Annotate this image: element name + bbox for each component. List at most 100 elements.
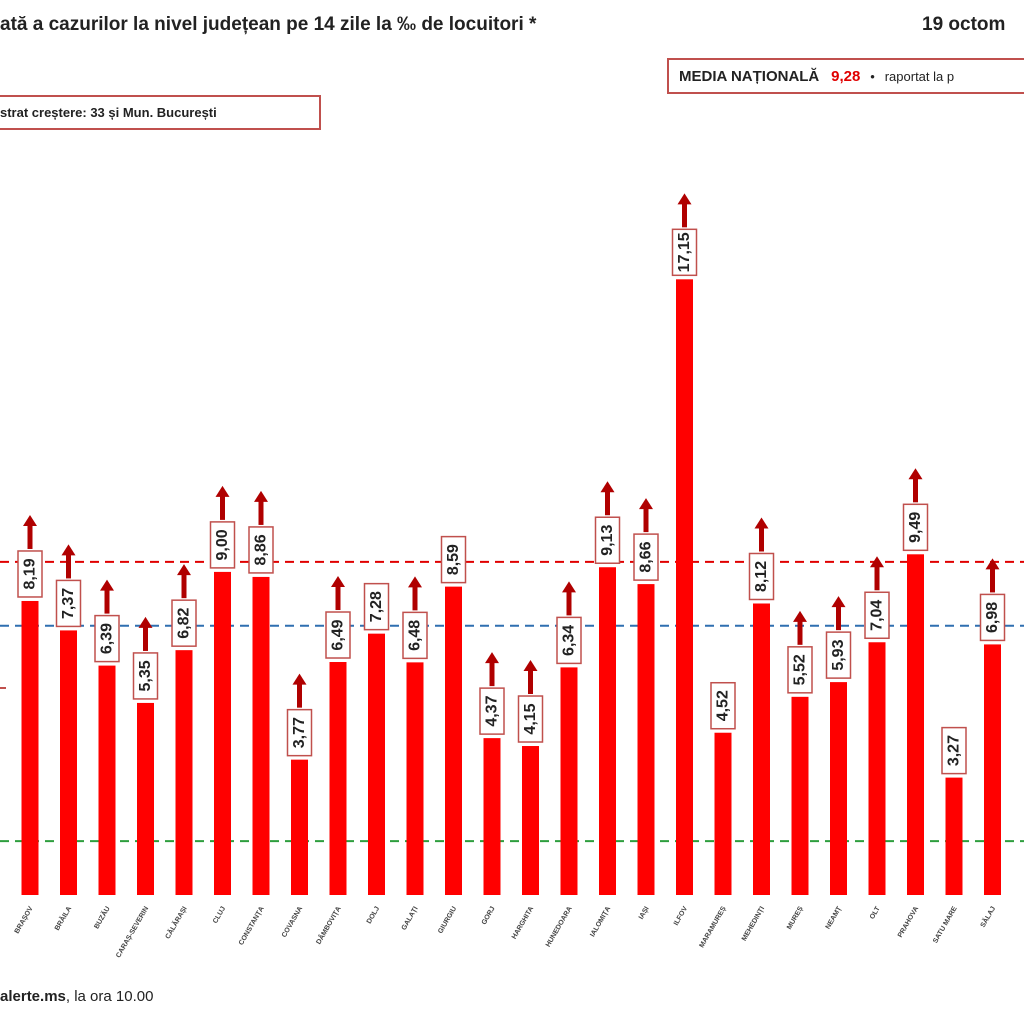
value-label-box xyxy=(402,611,428,660)
bars xyxy=(21,279,1001,895)
value-label-box xyxy=(440,535,467,584)
value-label-box xyxy=(479,687,505,735)
bar xyxy=(252,576,270,895)
value-label: 8,59 xyxy=(445,544,462,575)
category-label: BUZĂU xyxy=(92,905,112,931)
bar xyxy=(676,279,693,895)
value-label: 9,13 xyxy=(599,525,616,556)
trend-arrow-shaft xyxy=(913,478,918,503)
value-label-box xyxy=(825,631,852,679)
trend-arrow-shaft xyxy=(990,568,995,593)
category-label: DOLJ xyxy=(366,905,381,925)
category-label: HUNEDOARA xyxy=(545,906,574,949)
trend-arrow-head xyxy=(562,581,576,593)
trend-arrow-shaft xyxy=(489,662,495,687)
trend-arrow-head xyxy=(600,481,615,493)
value-label: 5,35 xyxy=(137,660,154,691)
value-label-box xyxy=(787,646,813,694)
trend-arrow-head xyxy=(254,490,268,502)
growth-trend-text: strat creștere: 33 și Mun. București xyxy=(0,105,217,120)
category-label: SATU MARE xyxy=(932,905,959,944)
trend-arrow-shaft xyxy=(759,527,764,552)
trend-arrow-head xyxy=(331,576,345,588)
value-label-box xyxy=(248,526,274,574)
category-label: MARAMUREȘ xyxy=(699,905,728,949)
value-label: 9,49 xyxy=(907,512,924,543)
value-label-box xyxy=(556,616,582,665)
national-average-label: MEDIA NAȚIONALĂ xyxy=(679,68,820,85)
category-label: PRAHOVA xyxy=(897,906,920,939)
growth-trend-box: strat creștere: 33 și Mun. București xyxy=(0,95,321,130)
value-label: 8,86 xyxy=(253,534,270,565)
value-labels: 8,19 7,37 6,39 5,35 6,82 9,00 8,86 3,77 6,49 7,28… xyxy=(17,193,1006,775)
value-label: 6,34 xyxy=(561,625,578,656)
bar xyxy=(445,586,462,895)
value-label: 6,49 xyxy=(330,619,347,650)
trend-arrow-head xyxy=(639,498,653,510)
category-label: GIURGIU xyxy=(437,906,458,935)
value-label: 6,98 xyxy=(984,602,1001,633)
trend-arrow-head xyxy=(408,576,422,588)
category-label: NEAMȚ xyxy=(825,905,844,931)
source-site: alerte.ms xyxy=(0,988,66,1005)
category-label: CLUJ xyxy=(212,905,227,924)
trend-arrow-shaft xyxy=(143,626,148,651)
trend-arrow-head xyxy=(870,556,884,568)
trend-arrow-head xyxy=(793,610,807,622)
category-label: CARAȘ-SEVERIN xyxy=(115,906,150,960)
trend-arrow-head xyxy=(485,652,499,664)
category-label: BRAȘOV xyxy=(14,905,35,935)
trend-arrow-shaft xyxy=(528,670,533,695)
bar xyxy=(175,650,193,895)
category-label: OLT xyxy=(869,905,882,921)
trend-arrow-head xyxy=(177,564,191,576)
trend-arrow-shaft xyxy=(220,495,225,520)
category-label: IALOMIȚA xyxy=(589,906,612,939)
category-label: CĂLĂRAȘI xyxy=(163,904,189,940)
value-label: 8,19 xyxy=(22,558,39,589)
bar xyxy=(329,662,347,895)
bar xyxy=(984,644,1001,895)
bar xyxy=(637,584,655,895)
value-label: 8,12 xyxy=(753,561,770,592)
value-label-box xyxy=(363,582,390,631)
bar xyxy=(714,732,732,895)
bar xyxy=(368,633,385,895)
value-label-box xyxy=(748,552,775,601)
trend-arrow-head xyxy=(523,660,538,672)
value-label: 9,00 xyxy=(214,529,231,560)
bar xyxy=(21,600,39,895)
value-label-box xyxy=(94,614,120,663)
value-label-box xyxy=(941,726,967,775)
value-label-box xyxy=(325,611,351,659)
trend-arrow-shaft xyxy=(412,586,418,611)
trend-arrow-head xyxy=(215,485,230,497)
trend-arrow-shaft xyxy=(104,589,110,614)
trend-arrow-head xyxy=(61,544,76,556)
value-label: 5,93 xyxy=(830,639,847,670)
trend-arrow-head xyxy=(100,579,114,591)
trend-arrow-head xyxy=(754,517,769,529)
bar xyxy=(98,665,116,895)
bar xyxy=(753,603,770,895)
trend-arrow-head xyxy=(985,558,1000,570)
trend-arrow-shaft xyxy=(874,566,880,591)
bar xyxy=(560,667,578,895)
category-label: HARGHITA xyxy=(511,906,535,941)
trend-arrow-shaft xyxy=(27,524,33,549)
bar xyxy=(945,777,963,895)
trend-arrow-head xyxy=(292,673,307,685)
bar xyxy=(483,738,501,895)
trend-arrow-head xyxy=(677,193,692,205)
category-label: ILFOV xyxy=(673,905,690,927)
source-note: alerte.ms, la ora 10.00 xyxy=(0,988,153,1005)
category-label: GORJ xyxy=(481,905,497,926)
category-label: MEHEDINȚI xyxy=(741,905,766,942)
national-average-suffix: raportat la p xyxy=(884,69,955,84)
category-label: IAȘI xyxy=(638,905,651,920)
value-label: 6,48 xyxy=(407,620,424,651)
value-label-box xyxy=(286,708,313,757)
value-label: 3,27 xyxy=(946,735,963,766)
trend-arrow-head xyxy=(908,468,923,480)
value-label-box xyxy=(902,503,929,552)
